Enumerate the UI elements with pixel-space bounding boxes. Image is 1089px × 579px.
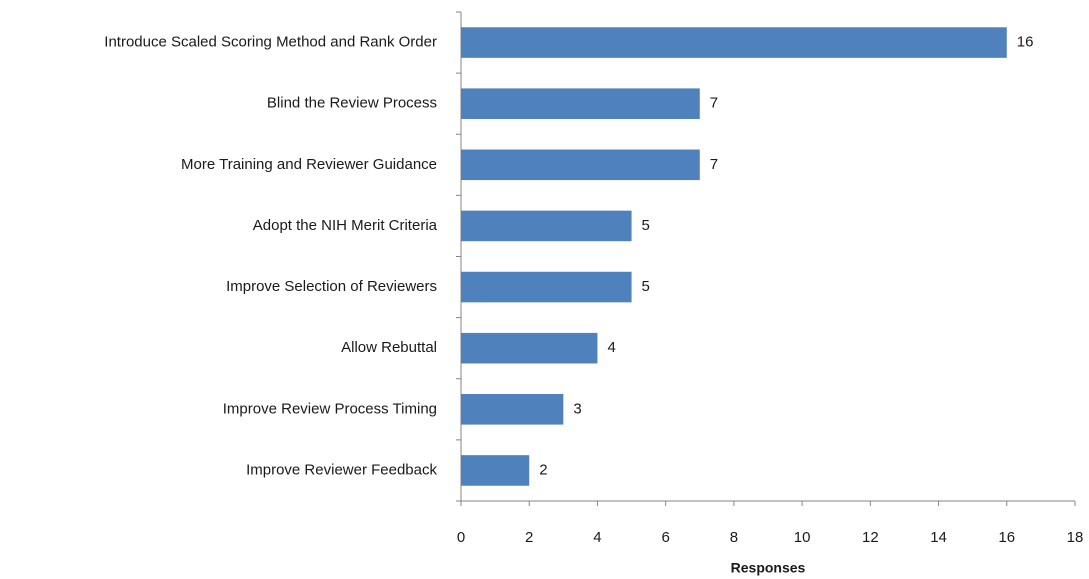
x-tick-label: 6 (661, 529, 669, 546)
x-tick-label: 18 (1067, 529, 1084, 546)
bar (461, 27, 1007, 58)
data-label: 7 (710, 156, 718, 173)
bar (461, 210, 632, 242)
bar (461, 394, 564, 425)
bar (461, 271, 632, 303)
data-label: 4 (607, 339, 615, 356)
bar (461, 149, 700, 181)
y-tick-label: More Training and Reviewer Guidance (181, 156, 437, 173)
x-axis-label: Responses (731, 560, 806, 576)
data-label: 7 (710, 95, 718, 112)
y-tick-label: Blind the Review Process (267, 95, 437, 112)
x-tick-label: 10 (794, 529, 811, 546)
x-tick-label: 2 (525, 529, 533, 546)
y-tick-label: Adopt the NIH Merit Criteria (253, 217, 438, 234)
x-tick-label: 0 (457, 529, 465, 546)
bar (461, 332, 598, 364)
y-tick-label: Allow Rebuttal (341, 339, 437, 356)
x-tick-label: 8 (730, 529, 738, 546)
bar (461, 455, 530, 486)
y-tick-label: Improve Review Process Timing (223, 400, 437, 417)
data-label: 16 (1017, 34, 1034, 51)
y-tick-label: Improve Reviewer Feedback (246, 461, 437, 478)
x-tick-label: 4 (593, 529, 601, 546)
data-label: 3 (573, 400, 581, 417)
data-label: 5 (642, 278, 650, 295)
x-tick-label: 14 (930, 529, 947, 546)
bar (461, 88, 700, 119)
x-tick-label: 12 (862, 529, 879, 546)
data-label: 2 (539, 461, 547, 478)
y-tick-label: Introduce Scaled Scoring Method and Rank… (104, 34, 437, 51)
y-tick-label: Improve Selection of Reviewers (226, 278, 437, 295)
x-tick-label: 16 (998, 529, 1015, 546)
data-label: 5 (642, 217, 650, 234)
